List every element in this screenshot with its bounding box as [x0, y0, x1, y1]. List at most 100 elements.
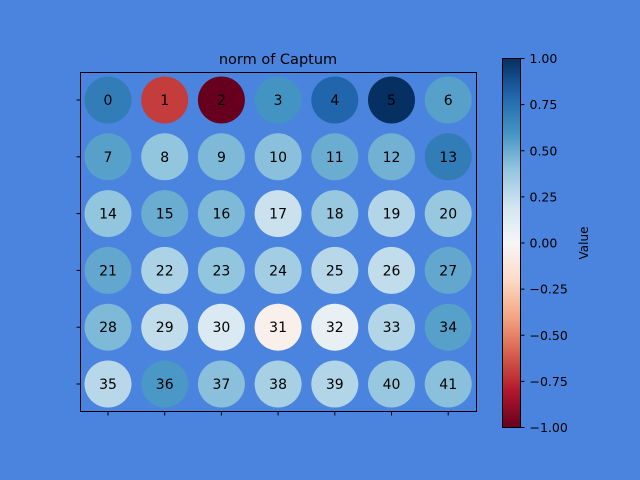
heatmap-cell — [311, 360, 359, 408]
cell-label: 34 — [439, 320, 457, 336]
heatmap-cell — [368, 360, 415, 408]
cell-label: 29 — [156, 320, 174, 336]
cell-label: 24 — [269, 263, 287, 279]
cell-label: 38 — [269, 377, 287, 393]
cell-label: 5 — [387, 93, 396, 109]
heatmap-cell — [254, 133, 302, 181]
cell-label: 18 — [326, 207, 344, 223]
cell-label: 8 — [160, 150, 169, 166]
cell-label: 40 — [383, 377, 401, 393]
heatmap-cell — [84, 360, 132, 408]
heatmap-cell — [424, 360, 472, 408]
heatmap-cell — [311, 246, 359, 294]
heatmap-cell — [84, 133, 132, 181]
cell-label: 41 — [439, 377, 457, 393]
cell-label: 1 — [160, 93, 169, 109]
heatmap-cell — [254, 360, 302, 408]
heatmap-cell — [141, 360, 189, 408]
heatmap-cell — [197, 360, 245, 408]
y-axis-ticks — [76, 99, 81, 385]
cell-label: 2 — [217, 93, 226, 109]
cell-label: 14 — [99, 207, 117, 223]
x-axis-ticks — [107, 411, 449, 416]
heatmap-cell — [254, 76, 302, 124]
heatmap-cell — [84, 76, 132, 124]
colorbar-tick-label: 0.25 — [530, 189, 558, 204]
heatmap-cell — [368, 303, 415, 351]
heatmap-cell — [311, 303, 359, 351]
cell-label: 25 — [326, 263, 344, 279]
heatmap-cell — [368, 133, 415, 181]
heatmap-cell — [141, 303, 189, 351]
cell-label: 37 — [212, 377, 230, 393]
heatmap-cell — [311, 190, 359, 238]
cell-label: 15 — [156, 207, 174, 223]
cell-label: 36 — [156, 377, 174, 393]
cell-label: 21 — [99, 263, 117, 279]
heatmap-cell — [141, 133, 189, 181]
heatmap-cell — [254, 303, 302, 351]
heatmap-cell — [311, 133, 359, 181]
colorbar-tick-label: 0.75 — [530, 97, 558, 112]
heatmap-cell — [424, 133, 472, 181]
chart-title: norm of Captum — [219, 52, 337, 68]
cell-label: 30 — [212, 320, 230, 336]
colorbar: 1.00 0.75 0.50 0.25 0.00 −0.25 −0.50 −0.75 −1.00… — [502, 51, 591, 435]
cell-label: 6 — [444, 93, 453, 109]
heatmap-cell — [84, 246, 132, 294]
heatmap-cell — [197, 133, 245, 181]
heatmap-cell — [197, 76, 245, 124]
cell-label: 19 — [383, 207, 401, 223]
colorbar-tick-label: 1.00 — [530, 51, 558, 66]
cell-label: 32 — [326, 320, 344, 336]
cell-label: 20 — [439, 207, 457, 223]
cell-label: 12 — [383, 150, 401, 166]
cell-label: 39 — [326, 377, 344, 393]
heatmap-cell — [368, 246, 415, 294]
heatmap-cell — [424, 303, 472, 351]
colorbar-tick-label: −1.00 — [530, 420, 568, 435]
cell-label: 0 — [104, 93, 113, 109]
heatmap-cell — [424, 246, 472, 294]
colorbar-tick-label: −0.50 — [530, 328, 568, 343]
cell-label: 35 — [99, 377, 117, 393]
heatmap-cell — [141, 76, 189, 124]
colorbar-label: Value — [577, 227, 591, 260]
heatmap-cell — [197, 190, 245, 238]
heatmap-cell — [254, 190, 302, 238]
cell-label: 31 — [269, 320, 287, 336]
heatmap-cell — [84, 190, 132, 238]
heatmap-cell — [368, 76, 415, 124]
cell-label: 33 — [383, 320, 401, 336]
cell-label: 7 — [104, 150, 113, 166]
cell-label: 26 — [383, 263, 401, 279]
colorbar-gradient — [502, 58, 521, 428]
colorbar-tick-label: −0.25 — [530, 282, 568, 297]
cell-label: 4 — [330, 93, 339, 109]
colorbar-tick-label: 0.00 — [530, 236, 558, 251]
heatmap-cell — [424, 76, 472, 124]
cell-label: 27 — [439, 263, 457, 279]
colorbar-tick-label: −0.75 — [530, 374, 568, 389]
heatmap-cell — [254, 246, 302, 294]
heatmap-cell — [141, 190, 189, 238]
colorbar-tick-label: 0.50 — [530, 143, 558, 158]
cell-label: 11 — [326, 150, 344, 166]
heatmap-cell — [84, 303, 132, 351]
cell-label: 13 — [439, 150, 457, 166]
heatmap-cell — [197, 246, 245, 294]
cell-label: 3 — [274, 93, 283, 109]
cell-label: 17 — [269, 207, 287, 223]
heatmap-cell — [197, 303, 245, 351]
cell-label: 16 — [212, 207, 230, 223]
cell-label: 28 — [99, 320, 117, 336]
cell-label: 23 — [212, 263, 230, 279]
heatmap-cell — [424, 190, 472, 238]
cell-label: 22 — [156, 263, 174, 279]
heatmap-cell — [141, 246, 189, 294]
heatmap-cell — [311, 76, 359, 124]
cell-label: 9 — [217, 150, 226, 166]
